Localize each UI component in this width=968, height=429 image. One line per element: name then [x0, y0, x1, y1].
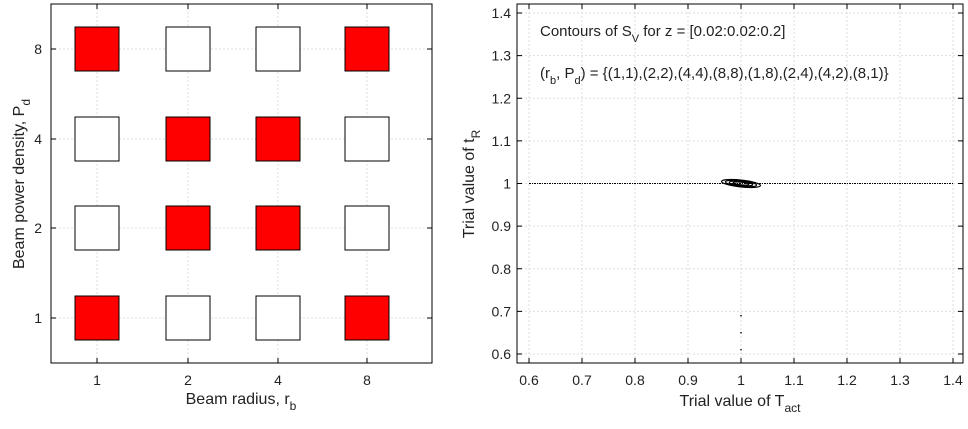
- y-tick-label: 0.8: [492, 261, 512, 277]
- x-tick-label: 1.4: [943, 372, 963, 388]
- annotation-contours: Contours of SV for z = [0.02:0.02:0.2]: [540, 23, 785, 45]
- x-tick-label: 1: [93, 372, 101, 388]
- right-plot: 0.6 0.7 0.8 0.9 1 1.1 1.2 1.3 1.4 0.6 0.7 0.8 0.9 1 1.…: [492, 3, 964, 388]
- x-tick-label: 1.3: [890, 372, 910, 388]
- selected-cell: [255, 116, 301, 162]
- contour-dot: [740, 331, 742, 334]
- x-tick-label: 1: [737, 372, 745, 388]
- right-ylabel: Trial value of tR: [461, 129, 483, 238]
- left-xlabel: Beam radius, rb: [186, 391, 297, 413]
- y-tick-label: 1.1: [492, 133, 512, 149]
- left-ylabel: Beam power density, Pd: [11, 99, 33, 269]
- x-tick-label: 4: [274, 372, 282, 388]
- x-tick-label: 8: [363, 372, 371, 388]
- y-tick-label: 0.7: [492, 303, 512, 319]
- contour-ellipse: [720, 178, 762, 189]
- x-tick-label: 0.7: [572, 372, 592, 388]
- y-tick-label: 2: [34, 220, 42, 236]
- unselected-cell: [255, 295, 301, 341]
- y-tick-label: 1: [503, 176, 511, 192]
- unselected-cell: [344, 116, 390, 162]
- selected-cell: [165, 205, 211, 251]
- selected-cell: [74, 295, 120, 341]
- contour-ellipse: [724, 179, 758, 188]
- y-tick-label: 1.4: [492, 5, 512, 21]
- contour-ellipse: [728, 180, 754, 187]
- y-tick-label: 0.6: [492, 346, 512, 362]
- unselected-cell: [74, 205, 120, 251]
- y-tick-label: 1: [34, 310, 42, 326]
- x-tick-label: 0.9: [678, 372, 698, 388]
- plot-border: [516, 3, 964, 364]
- y-tick-label: 1.2: [492, 90, 512, 106]
- x-tick-label: 1.2: [837, 372, 857, 388]
- right-xlabel: Trial value of Tact: [680, 393, 802, 415]
- y-tick-label: 4: [34, 131, 42, 147]
- y-tick-label: 0.9: [492, 218, 512, 234]
- unselected-cell: [344, 205, 390, 251]
- plot-border: [50, 3, 433, 364]
- y-tick-label: 8: [34, 41, 42, 57]
- selected-cell: [255, 205, 301, 251]
- contour-ellipse: [732, 181, 750, 186]
- unselected-cell: [255, 26, 301, 72]
- unselected-cell: [74, 116, 120, 162]
- x-tick-label: 0.6: [519, 372, 539, 388]
- selected-cell: [74, 26, 120, 72]
- unselected-cell: [165, 295, 211, 341]
- annotation-pairs: (rb, Pd) = {(1,1),(2,2),(4,4),(8,8),(1,8…: [540, 65, 889, 87]
- selected-cell: [344, 26, 390, 72]
- y-tick-label: 1.3: [492, 48, 512, 64]
- contour-dot: [740, 314, 742, 317]
- unselected-cell: [165, 26, 211, 72]
- x-tick-label: 2: [184, 372, 192, 388]
- contour-dot: [740, 348, 742, 351]
- selected-cell: [165, 116, 211, 162]
- x-tick-label: 0.8: [625, 372, 645, 388]
- selected-cell: [344, 295, 390, 341]
- x-tick-label: 1.1: [784, 372, 804, 388]
